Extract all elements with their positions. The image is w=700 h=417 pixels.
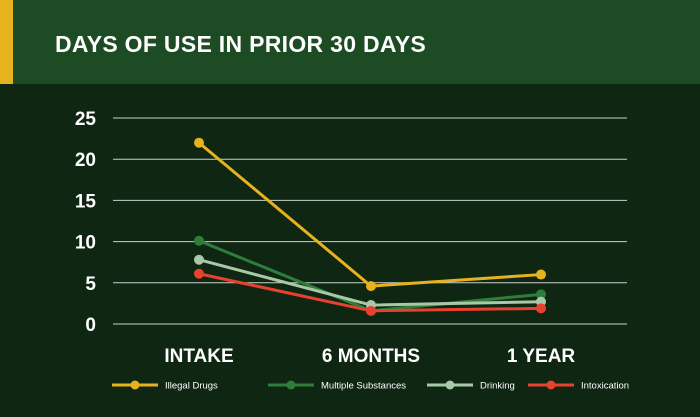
x-axis-category-labels: INTAKE 6 MONTHS 1 YEAR (164, 346, 575, 367)
data-point (366, 305, 376, 316)
data-series (194, 137, 546, 316)
legend: Illegal Drugs Multiple Substances Drinking… (112, 380, 629, 392)
legend-swatch-marker (286, 380, 296, 390)
legend-label: Intoxication (581, 381, 629, 392)
legend-label: Drinking (480, 381, 515, 392)
legend-swatch-marker (130, 380, 140, 390)
series-illegal-drugs (194, 137, 546, 292)
data-point (366, 281, 376, 292)
data-point (536, 289, 546, 300)
legend-item: Illegal Drugs (112, 380, 218, 392)
x-category-label: 1 YEAR (507, 346, 576, 367)
legend-label: Multiple Substances (321, 381, 406, 392)
legend-label: Illegal Drugs (165, 381, 218, 392)
data-point (536, 303, 546, 314)
series-intoxication (194, 268, 546, 316)
data-point (194, 254, 204, 265)
y-tick-label: 0 (85, 315, 96, 336)
series-line (198, 141, 542, 288)
x-category-label: INTAKE (164, 346, 233, 367)
data-point (194, 235, 204, 246)
chart-title: DAYS OF USE IN PRIOR 30 DAYS (55, 31, 426, 57)
y-tick-label: 15 (75, 191, 97, 212)
y-tick-label: 10 (75, 233, 96, 254)
y-tick-label: 5 (85, 274, 96, 295)
y-tick-label: 20 (75, 150, 96, 171)
legend-item: Intoxication (528, 380, 629, 392)
y-tick-label: 25 (75, 109, 97, 130)
legend-item: Multiple Substances (268, 380, 406, 392)
y-axis-tick-labels: 0 5 10 15 20 25 (75, 109, 97, 336)
legend-item: Drinking (427, 380, 515, 392)
data-point (194, 268, 204, 279)
legend-swatch-marker (445, 380, 455, 390)
line-chart: 0 5 10 15 20 25 INTAKE 6 MONTHS 1 YEAR Illegal … (75, 109, 629, 392)
data-point (194, 137, 204, 148)
data-point (536, 269, 546, 280)
gridlines (113, 117, 627, 325)
accent-bar (0, 0, 13, 84)
x-category-label: 6 MONTHS (322, 346, 420, 367)
header-band: DAYS OF USE IN PRIOR 30 DAYS (0, 0, 700, 84)
legend-swatch-marker (546, 380, 556, 390)
